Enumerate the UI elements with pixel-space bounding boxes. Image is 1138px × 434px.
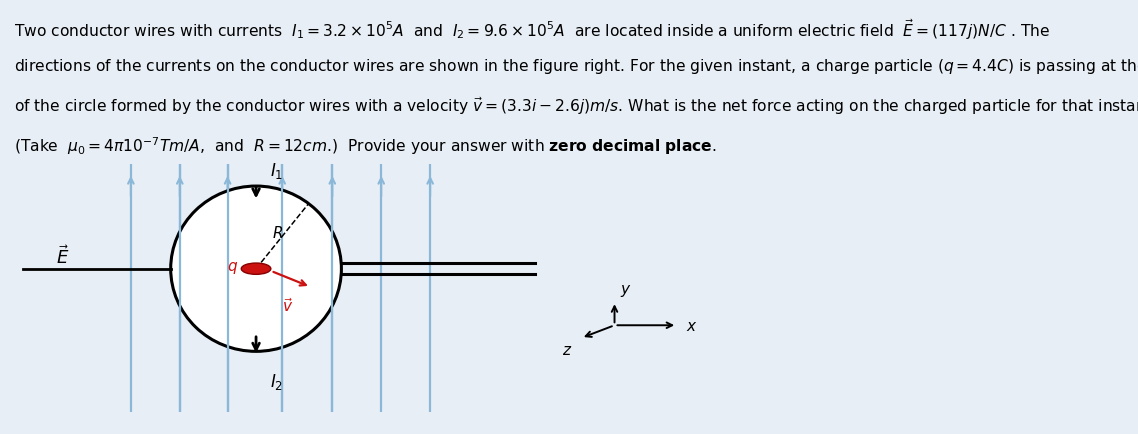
Text: $\vec{E}$: $\vec{E}$ [56, 245, 69, 267]
Text: directions of the currents on the conductor wires are shown in the figure right.: directions of the currents on the conduc… [14, 56, 1138, 76]
Text: $I_1$: $I_1$ [270, 160, 283, 180]
Text: $z$: $z$ [562, 342, 572, 357]
Text: $x$: $x$ [686, 318, 698, 333]
Text: $\vec{v}$: $\vec{v}$ [282, 296, 294, 314]
Text: of the circle formed by the conductor wires with a velocity $\vec{v} = (3.3i - 2: of the circle formed by the conductor wi… [14, 95, 1138, 117]
Circle shape [241, 263, 271, 275]
Text: $I_2$: $I_2$ [270, 371, 283, 391]
Text: $R$: $R$ [272, 225, 283, 241]
Text: Two conductor wires with currents  $I_1 = 3.2 \times 10^5 A$  and  $I_2 = 9.6 \t: Two conductor wires with currents $I_1 =… [14, 17, 1049, 42]
Text: $q$: $q$ [226, 259, 238, 275]
Text: $y$: $y$ [620, 282, 632, 298]
Ellipse shape [171, 187, 341, 352]
Text: (Take  $\mu_0 = 4\pi10^{-7}Tm/A$,  and  $R = 12cm$.)  Provide your answer with $: (Take $\mu_0 = 4\pi10^{-7}Tm/A$, and $R … [14, 135, 716, 156]
